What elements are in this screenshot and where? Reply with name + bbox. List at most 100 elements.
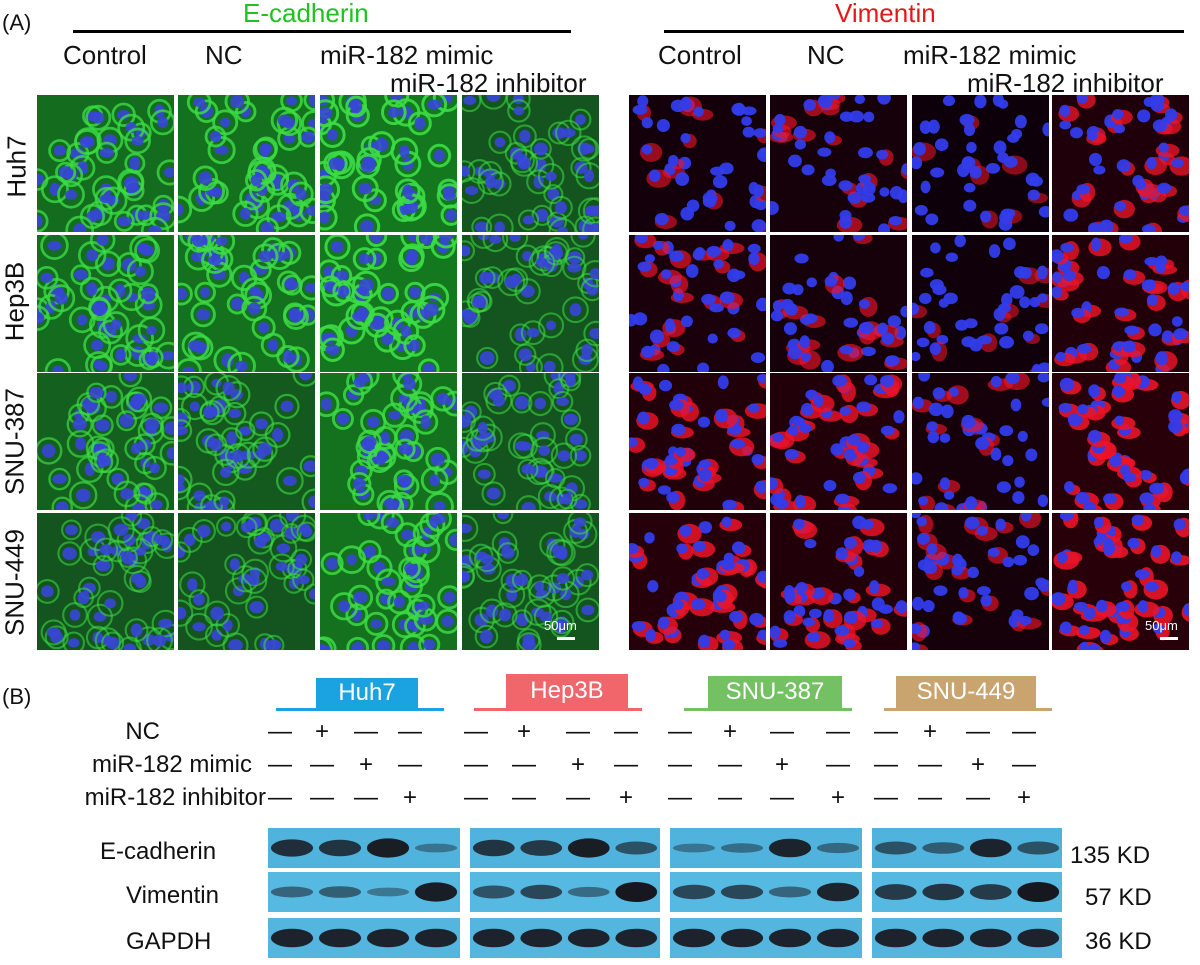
blot-band — [672, 928, 716, 948]
plus-symbol: + — [1016, 784, 1031, 811]
blot-band — [366, 928, 410, 948]
panel-b-letter: (B) — [2, 684, 32, 709]
blot-band — [969, 884, 1012, 900]
micrograph-tile — [770, 373, 907, 510]
minus-symbol: — — [668, 751, 692, 778]
protein-label-vimentin: Vimentin — [126, 882, 219, 909]
minus-symbol: — — [668, 784, 692, 811]
kd-label-vimentin: 57 KD — [1085, 884, 1152, 911]
minus-symbol: — — [614, 718, 638, 745]
micrograph-tile — [629, 95, 766, 232]
plus-symbol: + — [722, 718, 737, 745]
minus-symbol: — — [918, 751, 942, 778]
blot-band — [768, 886, 812, 898]
blot-band — [318, 886, 362, 898]
cell-line-box-snu449: SNU-449 — [896, 676, 1036, 708]
micrograph-tile — [320, 235, 457, 372]
blot-strip — [670, 918, 862, 958]
minus-symbol: — — [770, 718, 794, 745]
scale-bar-label-right: 50μm — [1145, 618, 1178, 633]
minus-symbol: — — [310, 751, 334, 778]
blot-band — [1017, 882, 1060, 902]
row-label-snu387: SNU-387 — [0, 388, 30, 495]
blot-band — [672, 884, 716, 900]
minus-symbol: — — [354, 718, 378, 745]
col-header-inhibitor: miR-182 inhibitor — [967, 68, 1164, 98]
minus-symbol: — — [718, 784, 742, 811]
micrograph-tile — [629, 513, 766, 650]
minus-symbol: — — [874, 751, 898, 778]
blot-band — [414, 928, 458, 948]
micrograph-tile — [912, 513, 1049, 650]
minus-symbol: — — [826, 751, 850, 778]
blot-band — [472, 928, 515, 948]
protein-label-gapdh: GAPDH — [126, 928, 212, 955]
blot-band — [270, 886, 314, 898]
scale-bar-left — [557, 637, 575, 640]
plus-symbol: + — [570, 751, 585, 778]
minus-symbol: — — [268, 784, 292, 811]
minus-symbol: — — [464, 751, 488, 778]
micrograph-tile — [178, 373, 315, 510]
blot-band — [922, 928, 965, 948]
blot-strip — [872, 828, 1062, 868]
blot-band — [874, 841, 917, 855]
blot-band — [720, 843, 764, 853]
col-header-mimic: miR-182 mimic — [320, 40, 494, 70]
plus-symbol: + — [516, 718, 531, 745]
micrograph-tile — [37, 513, 174, 650]
plus-symbol: + — [402, 784, 417, 811]
blot-strip — [470, 828, 660, 868]
micrograph-tile — [770, 513, 907, 650]
blot-band — [720, 884, 764, 900]
blot-band — [816, 842, 860, 854]
protein-label-ecadherin: E-cadherin — [100, 838, 217, 865]
minus-symbol: — — [770, 784, 794, 811]
blot-band — [874, 928, 917, 948]
row-label-snu449: SNU-449 — [0, 529, 30, 636]
micrograph-tile — [462, 513, 599, 650]
micrograph-tile — [912, 373, 1049, 510]
minus-symbol: — — [614, 751, 638, 778]
vimentin-bracket-line — [664, 30, 1184, 33]
minus-symbol: — — [874, 718, 898, 745]
micrograph-tile — [629, 373, 766, 510]
blot-strip — [470, 918, 660, 958]
minus-symbol: — — [668, 718, 692, 745]
minus-symbol: — — [512, 784, 536, 811]
minus-symbol: — — [874, 784, 898, 811]
micrograph-tile — [37, 235, 174, 372]
minus-symbol: — — [826, 718, 850, 745]
plus-symbol: + — [358, 751, 373, 778]
cell-line-line-hep3b — [474, 708, 642, 711]
micrograph-tile — [37, 95, 174, 232]
blot-band — [768, 838, 812, 858]
micrograph-tile — [912, 235, 1049, 372]
blot-band — [768, 928, 812, 948]
blot-strip — [670, 872, 862, 912]
minus-symbol: — — [566, 784, 590, 811]
plus-symbol: + — [830, 784, 845, 811]
treatment-label-mimic: miR-182 mimic — [91, 751, 252, 778]
micrograph-tile — [770, 95, 907, 232]
row-label-hep3b: Hep3B — [0, 261, 30, 342]
micrograph-tile — [462, 235, 599, 372]
minus-symbol: — — [268, 751, 292, 778]
kd-label-ecadherin: 135 KD — [1070, 842, 1151, 869]
blot-band — [567, 886, 610, 898]
minus-symbol: — — [268, 718, 292, 745]
blot-band — [874, 884, 917, 900]
blot-band — [922, 842, 965, 854]
blot-band — [414, 882, 458, 902]
blot-strip — [470, 872, 660, 912]
micrograph-tile — [462, 373, 599, 510]
cell-line-line-snu387 — [684, 708, 852, 711]
cell-line-line-snu449 — [884, 708, 1052, 711]
micrograph-tile — [178, 235, 315, 372]
panel-a-letter: (A) — [2, 10, 32, 35]
micrograph-tile — [912, 95, 1049, 232]
cell-line-box-hep3b: Hep3B — [506, 674, 628, 708]
blot-band — [922, 883, 965, 901]
col-header-inhibitor: miR-182 inhibitor — [390, 68, 587, 98]
minus-symbol: — — [966, 784, 990, 811]
